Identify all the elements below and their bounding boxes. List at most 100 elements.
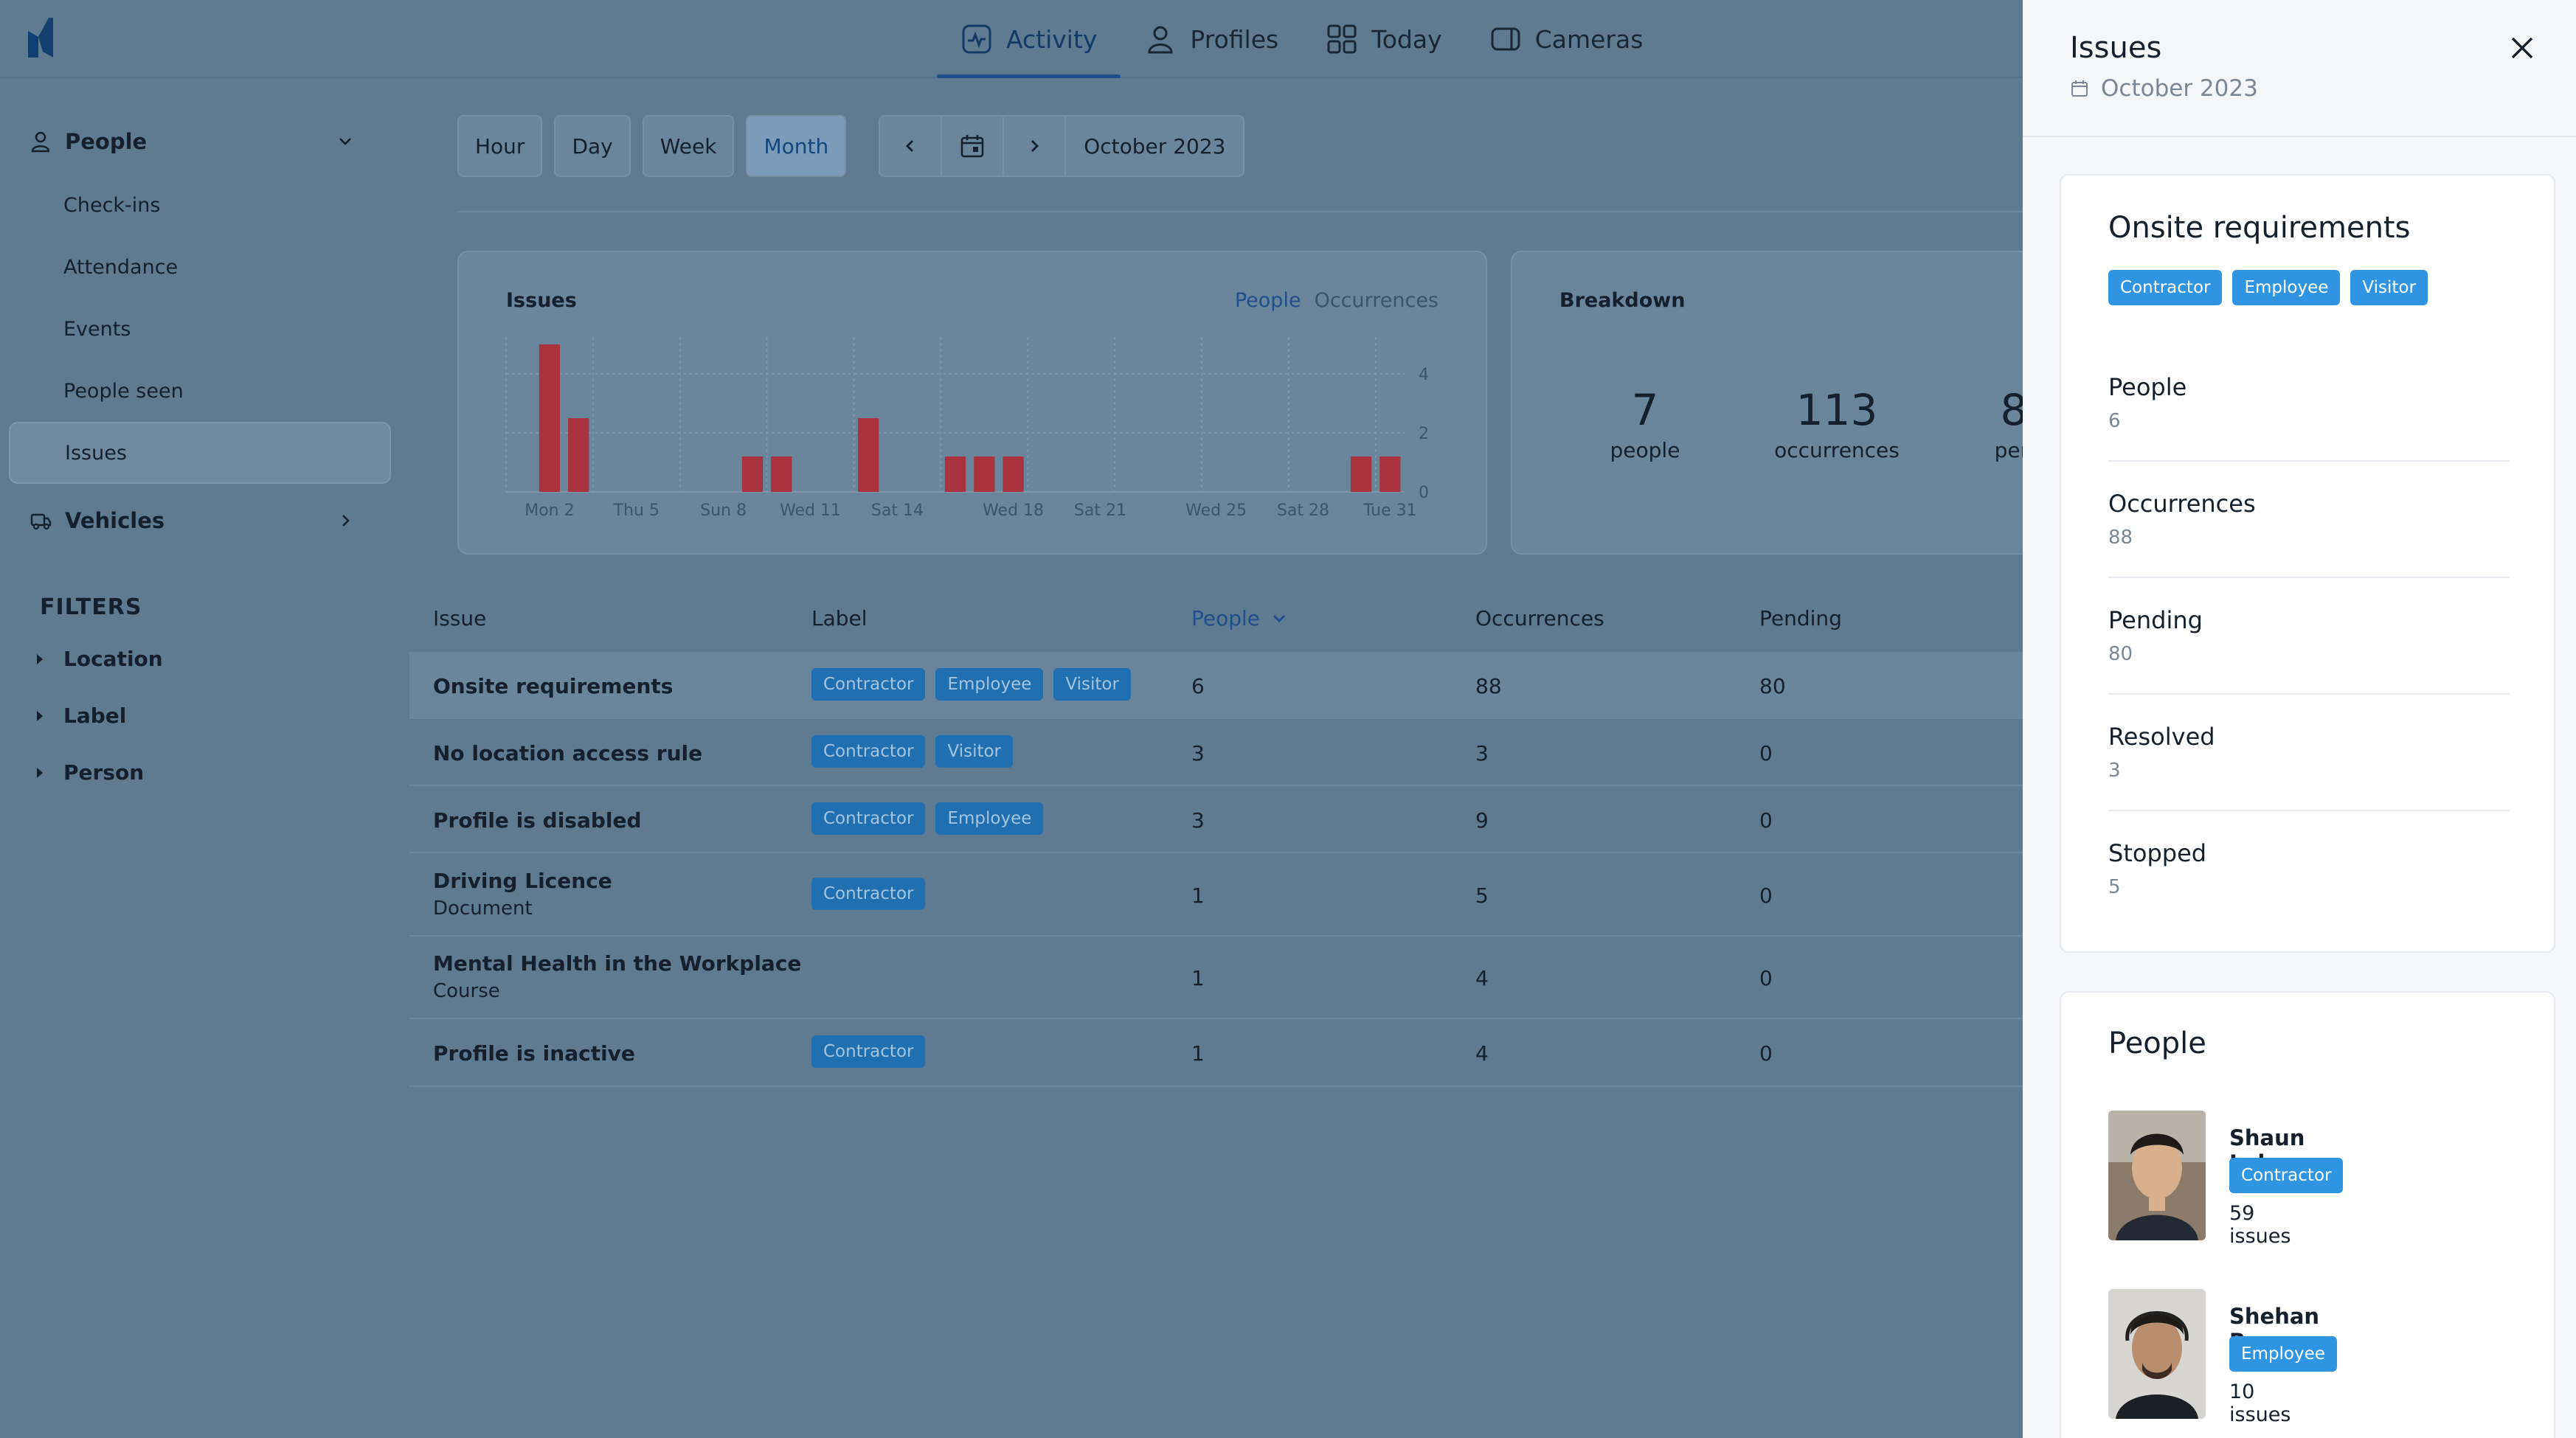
x-tick-label: Sat 14 <box>871 501 924 520</box>
y-tick-label: 0 <box>1419 484 1429 502</box>
chevron-down-icon <box>339 138 351 145</box>
close-icon[interactable] <box>2510 35 2535 60</box>
stat-value: 113 <box>1796 385 1878 435</box>
issue-title: Mental Health in the Workplace <box>433 951 802 976</box>
metric-value: 88 <box>2108 527 2133 549</box>
issue-name: Driving Licence Document <box>433 869 612 920</box>
table-row[interactable]: Onsite requirements Contractor Employee Vis… <box>409 652 2023 719</box>
sidebar-group-people[interactable]: People <box>0 114 398 170</box>
col-header-issue[interactable]: Issue <box>433 606 487 631</box>
issue-name: No location access rule <box>433 741 702 765</box>
metric-label: Pending <box>2108 606 2203 634</box>
table-row[interactable]: Profile is inactive Contractor 1 4 0 <box>409 1019 2023 1087</box>
x-tick-label: Sat 21 <box>1074 501 1126 520</box>
sidebar-group-vehicles[interactable]: Vehicles <box>0 493 398 549</box>
top-bar: Activity Profiles Today Cameras <box>0 0 2023 78</box>
toggle-people[interactable]: People <box>1234 289 1301 312</box>
avatar[interactable] <box>2108 1289 2206 1419</box>
table-row[interactable]: Driving Licence Document Contractor 1 5 0 <box>409 853 2023 937</box>
col-header-occurrences[interactable]: Occurrences <box>1475 606 1604 631</box>
previous-button[interactable] <box>880 117 943 176</box>
filter-label: Location <box>63 647 163 671</box>
person-icon <box>1148 26 1173 54</box>
summary-title: Onsite requirements <box>2108 211 2411 245</box>
sidebar-item-check-ins[interactable]: Check-ins <box>63 193 161 217</box>
date-label: October 2023 <box>1084 133 1226 159</box>
label-badge: Contractor <box>811 877 926 910</box>
filter-label[interactable]: Label <box>0 687 398 744</box>
metric-pending: Pending 80 <box>2108 578 2510 695</box>
tab-activity[interactable]: Activity <box>937 0 1121 78</box>
label-badge: Employee <box>2232 270 2341 305</box>
sidebar-group-label: Vehicles <box>65 508 165 533</box>
sidebar: People Check-ins Attendance Events People s… <box>0 78 398 801</box>
tab-cameras[interactable]: Cameras <box>1466 0 1667 78</box>
breakdown-card: Breakdown 7 people 113 occurrences 8 pen <box>1511 251 2057 555</box>
people-title: People <box>2108 1027 2206 1060</box>
sidebar-item-people-seen[interactable]: People seen <box>63 379 184 403</box>
table-row[interactable]: Profile is disabled Contractor Employee 3 9 0 <box>409 786 2023 853</box>
range-day-button[interactable]: Day <box>554 115 631 177</box>
summary-labels: Contractor Employee Visitor <box>2108 270 2438 305</box>
caret-right-icon <box>37 653 43 664</box>
range-week-button[interactable]: Week <box>642 115 735 177</box>
metric-occurrences: Occurrences 88 <box>2108 462 2510 578</box>
issue-subtitle: Document <box>433 897 533 920</box>
label-badge: Contractor <box>811 1035 926 1068</box>
cell-pending: 0 <box>1759 966 1773 990</box>
col-header-label[interactable]: Label <box>811 606 868 631</box>
caret-right-icon <box>37 710 43 721</box>
x-tick-label: Thu 5 <box>613 501 659 520</box>
chart-title: Issues <box>506 289 577 312</box>
drawer-title: Issues <box>2070 31 2162 65</box>
avatar[interactable] <box>2108 1111 2206 1240</box>
toggle-occurrences[interactable]: Occurrences <box>1314 289 1438 312</box>
person-label: Contractor <box>2229 1158 2353 1193</box>
chart-bar <box>771 456 792 492</box>
col-header-pending[interactable]: Pending <box>1759 606 1842 631</box>
tab-profiles[interactable]: Profiles <box>1121 0 1302 78</box>
sidebar-item-events[interactable]: Events <box>63 317 131 341</box>
chevron-right-icon <box>342 515 350 527</box>
metric-value: 5 <box>2108 876 2121 898</box>
x-tick-label: Wed 25 <box>1185 501 1247 520</box>
cell-occurrences: 5 <box>1475 883 1489 908</box>
filters-list: Location Label Person <box>0 631 398 801</box>
cell-occurrences: 9 <box>1475 807 1489 833</box>
cell-pending: 0 <box>1759 740 1773 765</box>
issue-name: Profile is inactive <box>433 1041 635 1066</box>
metric-value: 80 <box>2108 643 2133 665</box>
table-row[interactable]: Mental Health in the Workplace Course 1 4 0 <box>409 937 2023 1019</box>
cell-people: 1 <box>1191 1041 1205 1066</box>
cell-people: 3 <box>1191 807 1205 833</box>
col-header-people[interactable]: People <box>1191 606 1288 631</box>
calendar-button[interactable] <box>942 117 1005 176</box>
sidebar-item-issues[interactable]: Issues <box>9 422 391 484</box>
filter-location[interactable]: Location <box>0 631 398 687</box>
filter-person[interactable]: Person <box>0 744 398 801</box>
sidebar-item-attendance[interactable]: Attendance <box>63 255 179 279</box>
person-issue-count: 10 issues <box>2229 1380 2291 1426</box>
people-panel: People Shaun LokeContractor59 issuesSheh… <box>2060 991 2555 1438</box>
cell-occurrences: 4 <box>1475 966 1489 990</box>
label-badge: Contractor <box>811 734 926 768</box>
range-month-button[interactable]: Month <box>746 115 847 177</box>
cell-people: 1 <box>1191 883 1205 908</box>
cell-pending: 0 <box>1759 883 1773 908</box>
chart-bar <box>974 456 995 492</box>
table-row[interactable]: No location access rule Contractor Visitor… <box>409 719 2023 786</box>
drawer-subtitle: October 2023 <box>2070 75 2258 102</box>
tab-today[interactable]: Today <box>1302 0 1465 78</box>
range-selector: Hour Day Week Month <box>457 115 858 177</box>
drawer-header: Issues October 2023 <box>2023 0 2576 137</box>
tab-label: Profiles <box>1190 24 1279 54</box>
brand-logo[interactable] <box>27 15 56 60</box>
cell-pending: 80 <box>1759 673 1786 698</box>
top-nav: Activity Profiles Today Cameras <box>937 0 1666 78</box>
cell-occurrences: 3 <box>1475 740 1489 765</box>
next-button[interactable] <box>1004 117 1067 176</box>
date-navigator: October 2023 <box>879 115 1245 177</box>
vehicle-icon <box>30 513 52 530</box>
range-hour-button[interactable]: Hour <box>457 115 543 177</box>
label-badge: Contractor <box>2229 1158 2344 1193</box>
